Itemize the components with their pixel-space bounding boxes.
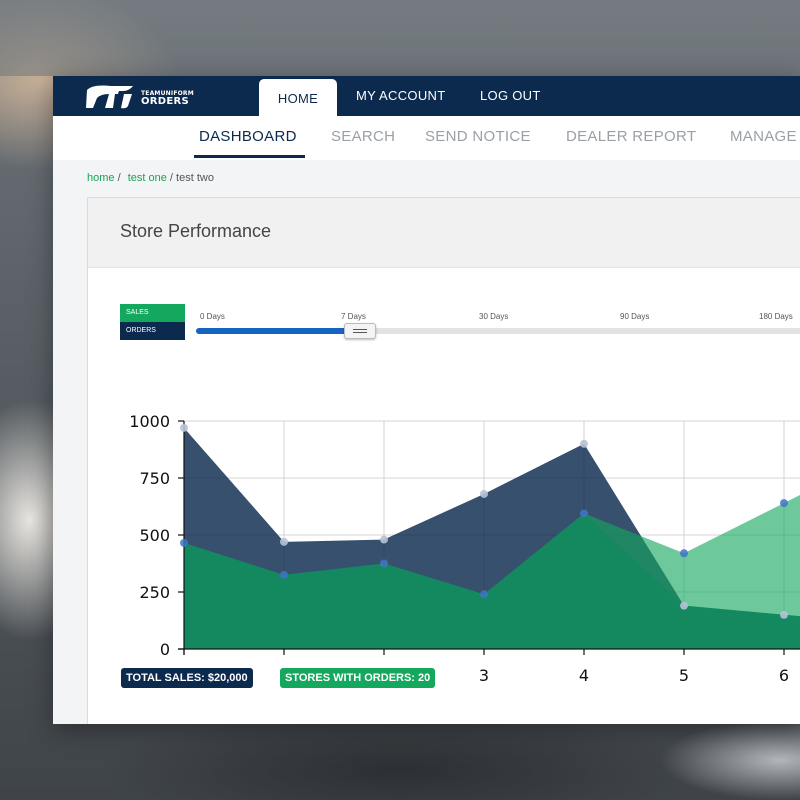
nav-tab-log-out[interactable]: LOG OUT: [480, 88, 541, 103]
x-tick-label: 3: [479, 666, 489, 685]
breadcrumb-separator: /: [117, 172, 121, 184]
data-point-sales: [280, 570, 288, 579]
data-point-sales: [180, 538, 188, 547]
y-tick-label: 750: [139, 469, 170, 488]
y-tick-label: 0: [160, 640, 170, 659]
data-point-orders: [680, 601, 688, 610]
range-label-0-days[interactable]: 0 Days: [200, 312, 225, 321]
range-slider-track[interactable]: [196, 328, 800, 334]
background-top: [0, 0, 800, 76]
y-tick-label: 1000: [129, 412, 170, 431]
tab-send-notice[interactable]: SEND NOTICE: [425, 128, 531, 145]
data-point-sales: [580, 509, 588, 518]
x-tick-label: 4: [579, 666, 589, 685]
data-point-orders: [180, 423, 188, 432]
top-navbar: TEAMUNIFORM ORDERS HOME MY ACCOUNT LOG O…: [53, 76, 800, 116]
active-tab-indicator: [194, 155, 305, 158]
logo-text-line1: TEAMUNIFORM: [141, 90, 194, 97]
data-point-sales: [780, 499, 788, 508]
legend-orders[interactable]: ORDERS: [120, 322, 185, 340]
series-overlap-area: [184, 513, 800, 649]
range-label-90-days[interactable]: 90 Days: [620, 312, 650, 321]
browser-window: TEAMUNIFORM ORDERS HOME MY ACCOUNT LOG O…: [53, 76, 800, 724]
data-point-orders: [380, 535, 388, 544]
range-label-7-days[interactable]: 7 Days: [341, 312, 366, 321]
range-label-30-days[interactable]: 30 Days: [479, 312, 509, 321]
nav-tab-my-account[interactable]: MY ACCOUNT: [356, 88, 446, 103]
data-point-sales: [380, 559, 388, 568]
panel-title: Store Performance: [120, 221, 272, 241]
data-point-orders: [280, 537, 288, 546]
logo-text-line2: ORDERS: [141, 96, 190, 107]
logo-mark-icon: [86, 85, 133, 109]
stores-with-orders-badge: STORES WITH ORDERS: 20: [280, 668, 436, 688]
x-tick-label: 6: [779, 666, 789, 685]
breadcrumb-test-one[interactable]: test one: [127, 172, 167, 184]
total-sales-badge: TOTAL SALES: $20,000: [121, 668, 253, 688]
tab-dashboard[interactable]: DASHBOARD: [199, 128, 297, 145]
range-slider-fill: [196, 328, 356, 334]
brand-logo[interactable]: TEAMUNIFORM ORDERS: [83, 82, 194, 112]
store-performance-panel: Store Performance SALES ORDERS 0 Days 7 …: [87, 197, 800, 724]
performance-area-chart: 025050075010000123456: [129, 412, 800, 685]
range-label-180-days[interactable]: 180 Days: [759, 312, 793, 321]
breadcrumb-current: test two: [176, 172, 214, 184]
data-point-orders: [480, 489, 488, 498]
breadcrumb-separator: /: [169, 172, 173, 184]
sub-navbar: DASHBOARD SEARCH SEND NOTICE DEALER REPO…: [53, 116, 800, 160]
data-point-sales: [480, 590, 488, 599]
tab-search[interactable]: SEARCH: [331, 128, 396, 145]
legend-sales[interactable]: SALES: [120, 304, 185, 322]
y-tick-label: 250: [139, 583, 170, 602]
breadcrumb: home / test one / test two: [87, 172, 214, 184]
chart-legend: SALES ORDERS: [120, 304, 185, 340]
data-point-sales: [680, 549, 688, 558]
tab-manage[interactable]: MANAGE: [730, 128, 797, 145]
y-tick-label: 500: [139, 526, 170, 545]
nav-tab-home[interactable]: HOME: [259, 79, 337, 116]
data-point-orders: [580, 439, 588, 448]
data-point-orders: [780, 610, 788, 619]
tab-dealer-report[interactable]: DEALER REPORT: [566, 128, 697, 145]
panel-header: Store Performance: [88, 198, 800, 268]
x-tick-label: 5: [679, 666, 689, 685]
range-slider-handle[interactable]: [344, 323, 376, 339]
breadcrumb-home[interactable]: home: [87, 172, 115, 184]
